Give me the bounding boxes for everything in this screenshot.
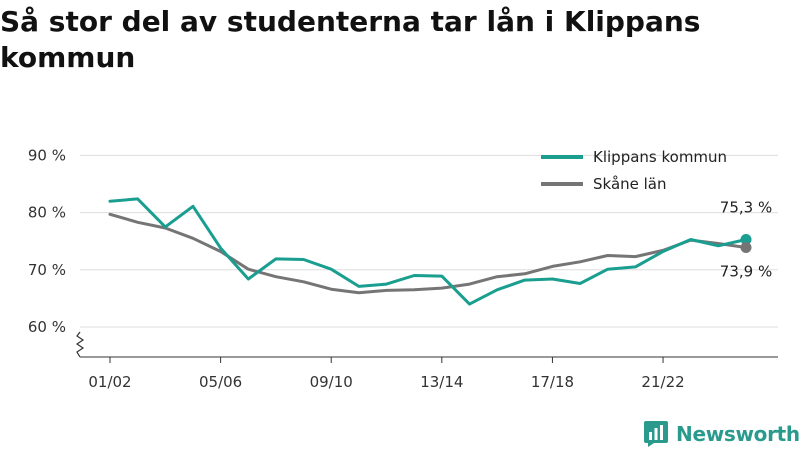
series-lines [108, 197, 748, 306]
x-tick-label: 01/02 [88, 373, 131, 391]
x-tick-label: 17/18 [531, 373, 574, 391]
gridlines [80, 154, 778, 328]
newsworthy-logo[interactable]: Newsworthy [644, 419, 800, 449]
end-point-marker [740, 233, 752, 245]
end-markers: 75,3 % 73,9 % [720, 198, 772, 280]
x-tick-label: 21/22 [641, 373, 684, 391]
x-tick-label: 13/14 [420, 373, 463, 391]
y-axis-ticks: 60 % 70 % 80 % 90 % [28, 146, 66, 336]
series-line-skane [108, 212, 748, 295]
series-line-klippan [108, 197, 748, 306]
y-tick-label: 80 % [28, 204, 66, 222]
legend-label: Klippans kommun [593, 148, 727, 166]
end-value-label: 75,3 % [720, 198, 772, 216]
x-tick-label: 05/06 [199, 373, 242, 391]
y-tick-label: 90 % [28, 146, 66, 164]
y-tick-label: 60 % [28, 318, 66, 336]
chart-title: Så stor del av studenterna tar lån i Kli… [0, 5, 701, 74]
bar-chart-icon [644, 421, 668, 447]
brand-name: Newsworthy [676, 422, 800, 446]
y-tick-label: 70 % [28, 261, 66, 279]
legend: Klippans kommun Skåne län [541, 148, 727, 193]
end-point-marker [740, 241, 752, 253]
legend-label: Skåne län [593, 175, 667, 193]
end-value-label: 73,9 % [720, 262, 772, 280]
x-tick-label: 09/10 [310, 373, 353, 391]
axis-break-icon [75, 331, 85, 358]
x-axis: 01/02 05/06 09/10 13/14 17/18 21/22 [75, 331, 778, 391]
